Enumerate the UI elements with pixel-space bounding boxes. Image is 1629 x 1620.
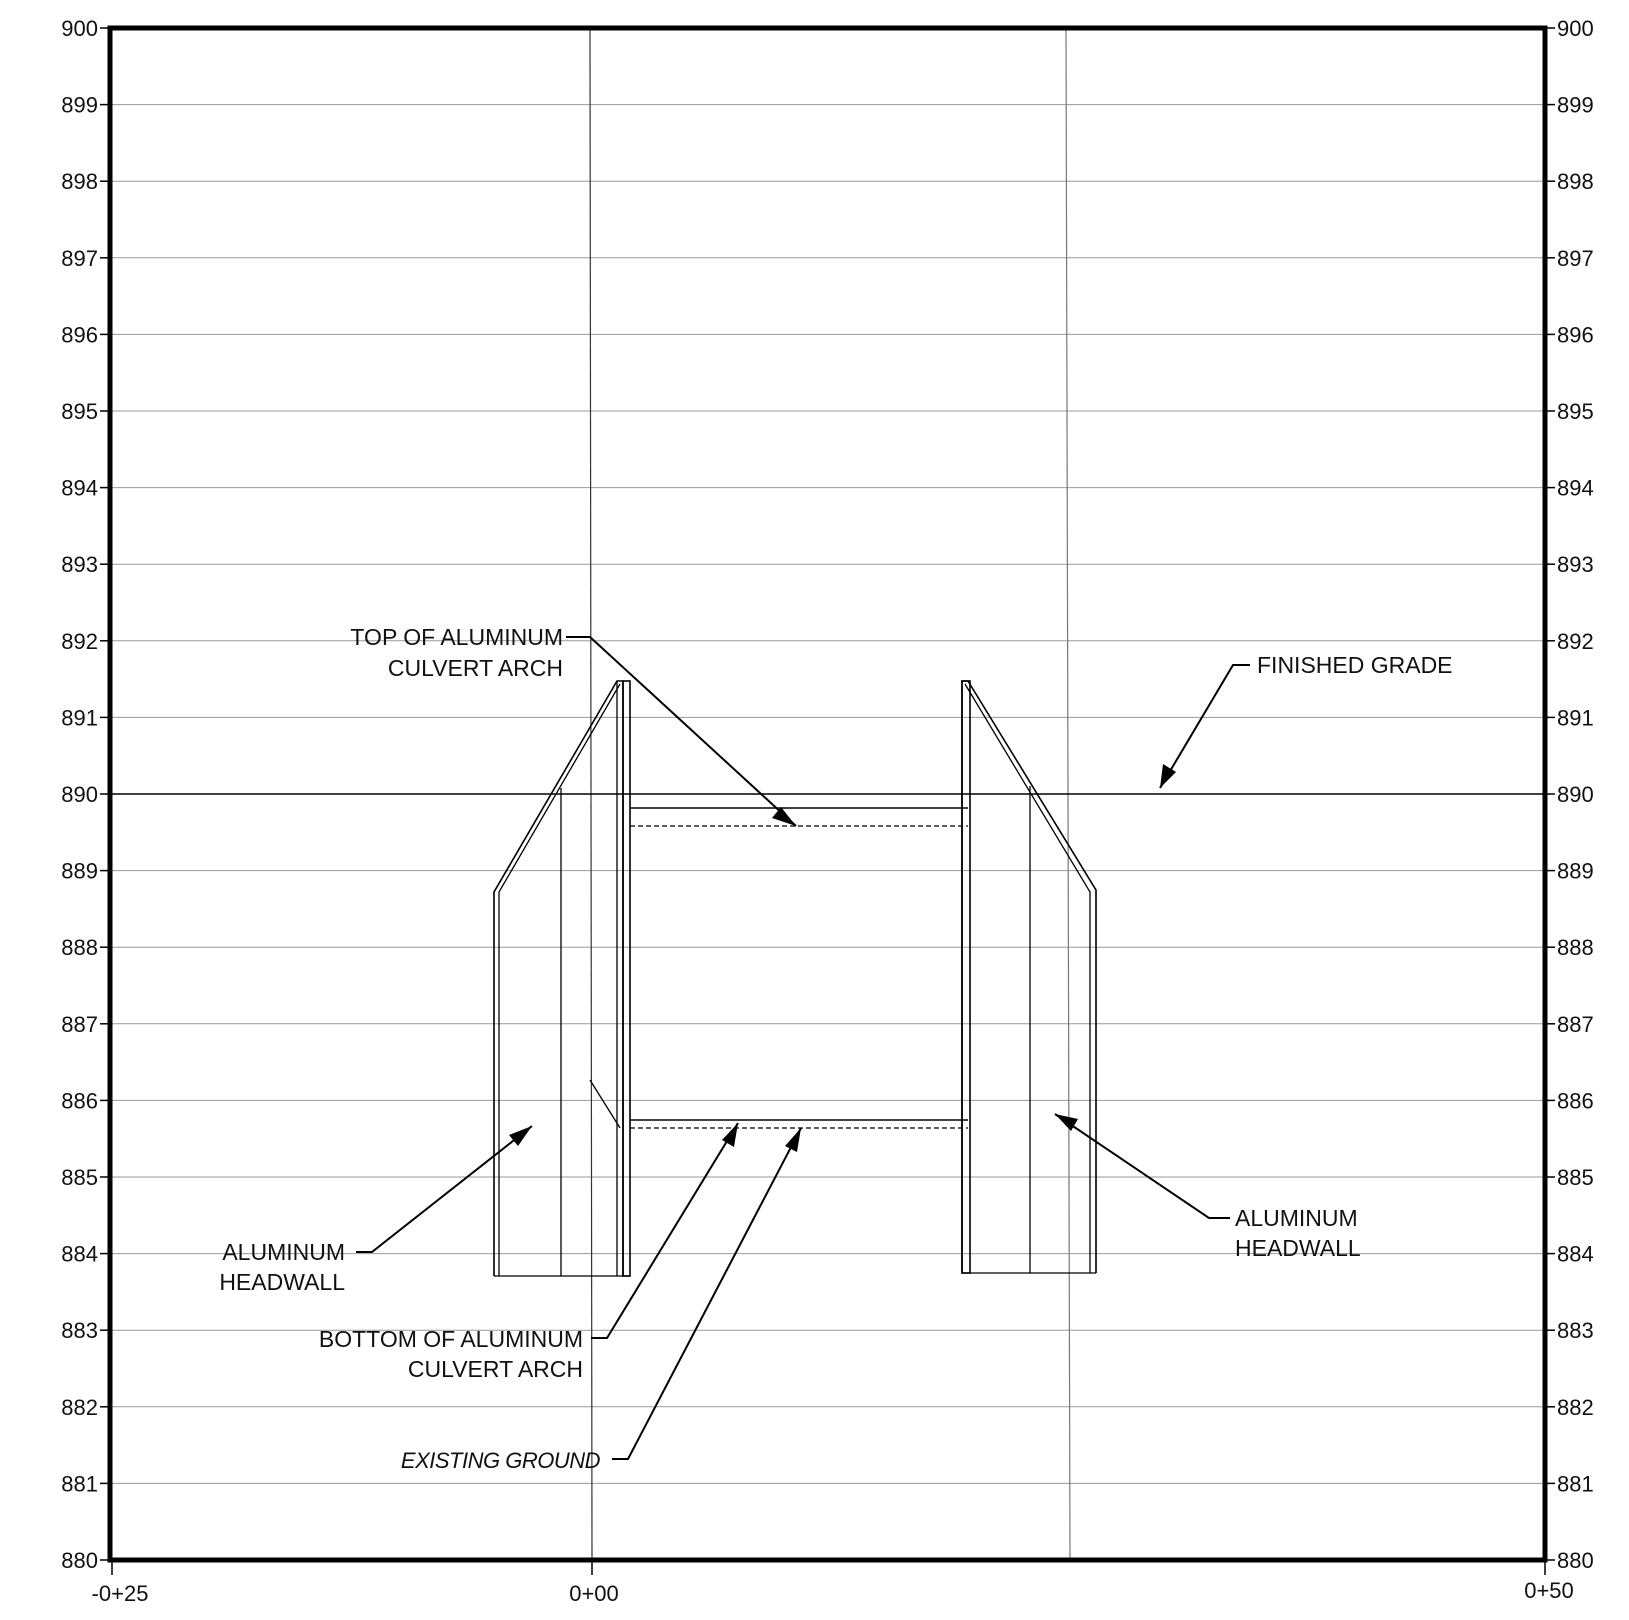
elevation-label-893: 893 [61, 552, 98, 577]
callout-bottom-of-arch: BOTTOM OF ALUMINUM CULVERT ARCH [319, 1122, 739, 1382]
callout-finished-grade-label: FINISHED GRADE [1257, 652, 1453, 678]
station-axis: -0+25 0+00 0+50 [92, 1560, 1574, 1606]
arrowhead [509, 1126, 532, 1146]
elevation-label-881: 881 [1557, 1471, 1594, 1496]
callout-left-headwall-line2: HEADWALL [219, 1269, 345, 1295]
callout-left-headwall-line1: ALUMINUM [222, 1239, 345, 1265]
elevation-label-895: 895 [61, 399, 98, 424]
elevation-label-888: 888 [1557, 935, 1594, 960]
callout-existing-ground-label: EXISTING GROUND [401, 1448, 601, 1473]
callout-top-of-arch-line1: TOP OF ALUMINUM [350, 624, 563, 650]
arrowhead [1055, 1114, 1078, 1131]
elevation-label-890: 890 [1557, 782, 1594, 807]
elevation-label-888: 888 [61, 935, 98, 960]
elevation-label-894: 894 [1557, 476, 1594, 501]
elevation-label-884: 884 [61, 1242, 98, 1267]
callout-left-headwall: ALUMINUM HEADWALL [219, 1125, 533, 1295]
callout-bottom-of-arch-line1: BOTTOM OF ALUMINUM [319, 1326, 583, 1352]
elevation-label-889: 889 [61, 859, 98, 884]
elevation-label-883: 883 [61, 1318, 98, 1343]
callout-bottom-of-arch-line2: CULVERT ARCH [408, 1356, 583, 1382]
elevation-label-881: 881 [61, 1471, 98, 1496]
elevation-label-880: 880 [61, 1548, 98, 1573]
elevation-label-891: 891 [61, 705, 98, 730]
station-label-right: 0+50 [1524, 1578, 1574, 1603]
elevation-label-885: 885 [61, 1165, 98, 1190]
elevation-label-883: 883 [1557, 1318, 1594, 1343]
arrowhead [1160, 764, 1176, 788]
elevation-label-886: 886 [61, 1088, 98, 1113]
elevation-label-897: 897 [61, 246, 98, 271]
arrowhead [722, 1123, 738, 1147]
elevation-labels-left: 880 881 882 883 884 885 886 887 888 889 890 891 892 8… [61, 16, 110, 1573]
elevation-label-887: 887 [61, 1012, 98, 1037]
elevation-gridlines [110, 104, 1545, 1484]
profile-frame [107, 25, 1548, 1563]
callout-right-headwall: ALUMINUM HEADWALL [1054, 1113, 1361, 1261]
callout-finished-grade: FINISHED GRADE [1159, 652, 1453, 789]
elevation-label-884: 884 [1557, 1242, 1594, 1267]
elevation-label-900: 900 [1557, 16, 1594, 41]
elevation-label-890: 890 [61, 782, 98, 807]
elevation-label-891: 891 [1557, 705, 1594, 730]
elevation-label-892: 892 [1557, 629, 1594, 654]
callout-existing-ground: EXISTING GROUND [401, 1127, 802, 1473]
elevation-label-892: 892 [61, 629, 98, 654]
elevation-label-895: 895 [1557, 399, 1594, 424]
elevation-label-885: 885 [1557, 1165, 1594, 1190]
elevation-label-900: 900 [61, 16, 98, 41]
arrowhead [772, 807, 796, 826]
callout-top-of-arch-line2: CULVERT ARCH [388, 655, 563, 681]
elevation-label-893: 893 [1557, 552, 1594, 577]
station-label-left: -0+25 [92, 1581, 149, 1606]
left-aluminum-headwall [493, 680, 631, 1277]
station-label-center: 0+00 [569, 1581, 619, 1606]
elevation-label-886: 886 [1557, 1088, 1594, 1113]
elevation-label-880: 880 [1557, 1548, 1594, 1573]
elevation-label-889: 889 [1557, 859, 1594, 884]
elevation-label-882: 882 [1557, 1395, 1594, 1420]
right-aluminum-headwall [961, 680, 1097, 1274]
elevation-label-887: 887 [1557, 1012, 1594, 1037]
elevation-label-882: 882 [61, 1395, 98, 1420]
elevation-label-899: 899 [61, 93, 98, 118]
arrowhead [785, 1128, 801, 1152]
elevation-label-897: 897 [1557, 246, 1594, 271]
elevation-label-898: 898 [1557, 169, 1594, 194]
aluminum-culvert-arch [630, 807, 968, 1129]
elevation-label-894: 894 [61, 476, 98, 501]
elevation-label-896: 896 [61, 322, 98, 347]
elevation-labels-right: 880 881 882 883 884 885 886 887 888 889 890 891 892 8… [1545, 16, 1594, 1573]
callout-right-headwall-line2: HEADWALL [1235, 1235, 1361, 1261]
elevation-label-896: 896 [1557, 322, 1594, 347]
elevation-label-899: 899 [1557, 93, 1594, 118]
elevation-label-898: 898 [61, 169, 98, 194]
callout-top-of-arch: TOP OF ALUMINUM CULVERT ARCH [350, 624, 797, 827]
callout-right-headwall-line1: ALUMINUM [1235, 1205, 1358, 1231]
